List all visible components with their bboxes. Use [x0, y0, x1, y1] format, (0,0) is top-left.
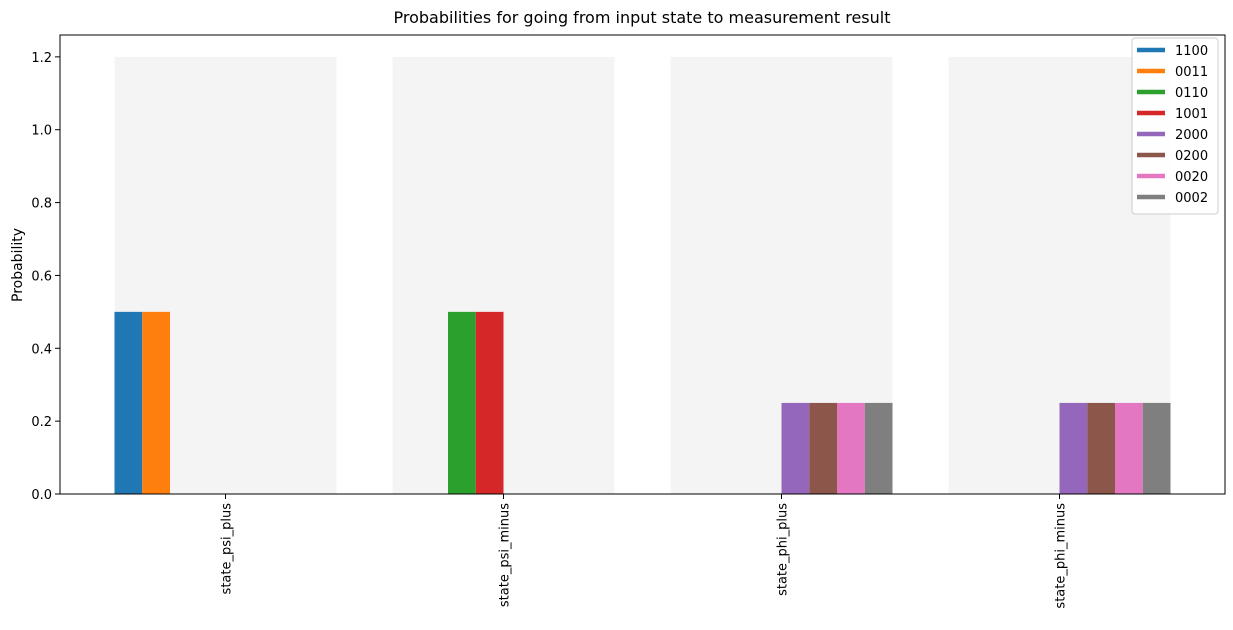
legend-label: 0002	[1175, 191, 1208, 206]
background-bands	[114, 56, 1171, 494]
x-tick-label: state_psi_minus	[498, 503, 513, 607]
y-tick-label: 0.2	[31, 415, 52, 430]
legend-label: 0200	[1175, 149, 1208, 164]
chart-title: Probabilities for going from input state…	[394, 8, 891, 27]
y-tick-label: 0.0	[31, 488, 52, 503]
bar	[864, 402, 893, 494]
bar	[781, 402, 810, 494]
legend-box	[1131, 37, 1219, 215]
y-tick-label: 1.0	[31, 124, 52, 139]
bar	[114, 311, 143, 494]
bar	[1115, 402, 1143, 494]
y-axis: 0.0 0.2 0.4 0.6 0.8 1.0 1.2	[31, 51, 60, 503]
x-tick-label: state_phi_plus	[776, 503, 791, 596]
y-tick-label: 0.8	[31, 197, 52, 212]
legend-label: 1100	[1175, 44, 1208, 59]
legend-label: 0020	[1175, 170, 1208, 185]
bar	[837, 402, 865, 494]
legend-label: 1001	[1175, 107, 1208, 122]
bar	[1087, 402, 1115, 494]
bar	[142, 311, 170, 494]
bar	[1059, 402, 1088, 494]
y-axis-label: Probability	[10, 228, 26, 302]
x-tick-label: state_phi_minus	[1054, 503, 1069, 609]
bars-group	[114, 311, 1171, 494]
legend: 1100 0011 0110 1001 2000 0200 0020 0002	[1131, 37, 1219, 215]
legend-label: 0110	[1175, 86, 1208, 101]
x-tick-label: state_psi_plus	[220, 503, 235, 595]
x-axis: state_psi_plus state_psi_minus state_phi_p…	[220, 494, 1069, 609]
bar	[475, 311, 504, 494]
legend-label: 0011	[1175, 65, 1208, 80]
bar	[809, 402, 837, 494]
plot-frame	[59, 34, 1226, 495]
legend-label: 2000	[1175, 128, 1208, 143]
bar	[448, 311, 476, 494]
bar	[1142, 402, 1171, 494]
y-tick-label: 0.6	[31, 269, 52, 284]
y-tick-label: 1.2	[31, 51, 52, 66]
y-tick-label: 0.4	[31, 342, 52, 357]
